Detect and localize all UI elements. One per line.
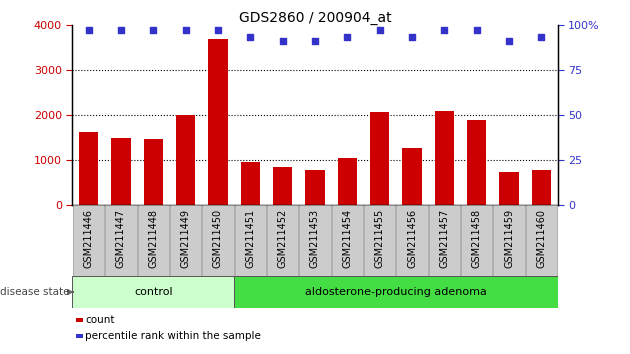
- Point: [472, 27, 482, 33]
- Text: GSM211454: GSM211454: [342, 209, 352, 268]
- Bar: [435, 111, 454, 205]
- Text: GSM211457: GSM211457: [439, 209, 449, 268]
- Text: GSM211447: GSM211447: [116, 209, 126, 268]
- Bar: [500, 172, 518, 205]
- Point: [181, 27, 191, 33]
- Bar: [403, 148, 421, 205]
- Point: [213, 27, 223, 33]
- Text: GSM211453: GSM211453: [310, 209, 320, 268]
- Point: [278, 38, 288, 44]
- Point: [84, 27, 94, 33]
- Bar: [532, 170, 551, 205]
- Bar: [235, 205, 266, 276]
- Bar: [370, 112, 389, 205]
- Text: GSM211451: GSM211451: [245, 209, 255, 268]
- Bar: [364, 205, 395, 276]
- Text: GDS2860 / 200904_at: GDS2860 / 200904_at: [239, 11, 391, 25]
- Text: GSM211448: GSM211448: [148, 209, 158, 268]
- Bar: [202, 205, 234, 276]
- Bar: [73, 205, 104, 276]
- Bar: [306, 170, 324, 205]
- Text: GSM211452: GSM211452: [278, 209, 288, 268]
- Point: [439, 27, 449, 33]
- Point: [148, 27, 158, 33]
- Text: GSM211458: GSM211458: [472, 209, 482, 268]
- Point: [116, 27, 126, 33]
- Bar: [332, 205, 363, 276]
- Bar: [176, 115, 195, 205]
- Bar: [72, 276, 234, 308]
- Text: GSM211456: GSM211456: [407, 209, 417, 268]
- Text: GSM211449: GSM211449: [181, 209, 191, 268]
- Text: GSM211460: GSM211460: [536, 209, 546, 268]
- Point: [504, 38, 514, 44]
- Point: [342, 35, 352, 40]
- Point: [407, 35, 417, 40]
- Text: count: count: [85, 315, 115, 325]
- Bar: [76, 318, 83, 322]
- Text: aldosterone-producing adenoma: aldosterone-producing adenoma: [305, 287, 487, 297]
- Point: [536, 35, 546, 40]
- Text: disease state: disease state: [0, 287, 69, 297]
- Bar: [241, 162, 260, 205]
- Bar: [493, 205, 525, 276]
- Text: GSM211455: GSM211455: [375, 209, 385, 268]
- Point: [375, 27, 385, 33]
- Bar: [299, 205, 331, 276]
- Text: percentile rank within the sample: percentile rank within the sample: [85, 331, 261, 341]
- Bar: [112, 138, 130, 205]
- Bar: [144, 139, 163, 205]
- Bar: [105, 205, 137, 276]
- Bar: [267, 205, 298, 276]
- Bar: [234, 276, 558, 308]
- Bar: [79, 132, 98, 205]
- Bar: [461, 205, 492, 276]
- Bar: [138, 205, 169, 276]
- Text: GSM211446: GSM211446: [84, 209, 94, 268]
- Point: [245, 35, 255, 40]
- Bar: [467, 120, 486, 205]
- Bar: [526, 205, 557, 276]
- Text: GSM211450: GSM211450: [213, 209, 223, 268]
- Bar: [209, 39, 227, 205]
- Bar: [273, 167, 292, 205]
- Text: control: control: [134, 287, 173, 297]
- Bar: [429, 205, 460, 276]
- Bar: [76, 334, 83, 338]
- Bar: [170, 205, 201, 276]
- Bar: [338, 158, 357, 205]
- Text: GSM211459: GSM211459: [504, 209, 514, 268]
- Bar: [396, 205, 428, 276]
- Point: [310, 38, 320, 44]
